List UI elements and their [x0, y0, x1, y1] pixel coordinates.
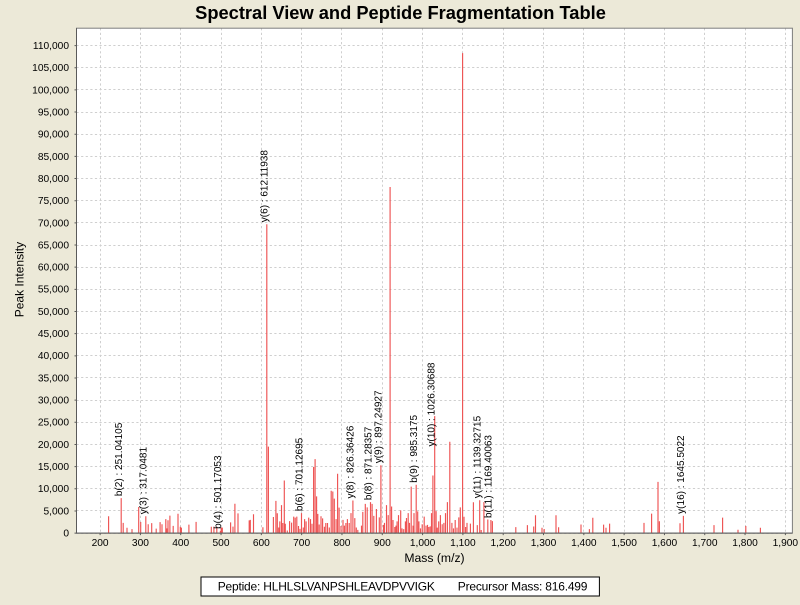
svg-text:300: 300 — [132, 538, 149, 549]
svg-text:b(11) : 1169.40063: b(11) : 1169.40063 — [484, 435, 495, 518]
svg-text:10,000: 10,000 — [38, 484, 69, 495]
svg-text:30,000: 30,000 — [38, 396, 69, 407]
svg-text:1,200: 1,200 — [490, 538, 516, 549]
svg-text:Precursor Mass: 816.499: Precursor Mass: 816.499 — [458, 580, 588, 594]
svg-text:y(9) : 897.24927: y(9) : 897.24927 — [374, 390, 385, 463]
svg-text:5,000: 5,000 — [44, 506, 70, 517]
svg-text:200: 200 — [92, 538, 109, 549]
svg-text:Peak Intensity: Peak Intensity — [13, 242, 27, 317]
svg-text:b(6) : 701.12695: b(6) : 701.12695 — [294, 437, 305, 511]
svg-text:y(3) : 317.0481: y(3) : 317.0481 — [139, 447, 150, 515]
svg-text:25,000: 25,000 — [38, 418, 69, 429]
svg-text:105,000: 105,000 — [32, 63, 69, 74]
svg-text:1,000: 1,000 — [410, 538, 436, 549]
svg-text:1,400: 1,400 — [571, 538, 597, 549]
svg-text:1,900: 1,900 — [773, 538, 799, 549]
svg-text:1,100: 1,100 — [450, 538, 476, 549]
svg-text:75,000: 75,000 — [38, 196, 69, 207]
svg-text:500: 500 — [213, 538, 230, 549]
svg-text:40,000: 40,000 — [38, 351, 69, 362]
svg-text:95,000: 95,000 — [38, 107, 69, 118]
svg-text:110,000: 110,000 — [33, 41, 69, 52]
svg-text:400: 400 — [172, 538, 189, 549]
svg-text:55,000: 55,000 — [38, 285, 69, 296]
svg-text:b(2) : 251.04105: b(2) : 251.04105 — [114, 422, 125, 496]
svg-text:y(16) : 1645.5022: y(16) : 1645.5022 — [676, 435, 687, 514]
svg-text:35,000: 35,000 — [38, 373, 69, 384]
svg-text:Peptide: HLHLSLVANPSHLEAVDPVVI: Peptide: HLHLSLVANPSHLEAVDPVVIGK — [218, 580, 435, 594]
svg-text:1,300: 1,300 — [531, 538, 557, 549]
svg-text:85,000: 85,000 — [38, 152, 69, 163]
svg-text:y(10) : 1026.30688: y(10) : 1026.30688 — [427, 362, 438, 446]
svg-text:20,000: 20,000 — [38, 440, 69, 451]
svg-text:60,000: 60,000 — [38, 263, 69, 274]
svg-text:90,000: 90,000 — [38, 130, 69, 141]
svg-text:y(6) : 612.11938: y(6) : 612.11938 — [260, 150, 271, 223]
svg-text:y(8) : 826.36426: y(8) : 826.36426 — [346, 425, 357, 498]
svg-text:600: 600 — [253, 538, 270, 549]
svg-text:45,000: 45,000 — [38, 329, 69, 340]
svg-text:1,500: 1,500 — [611, 538, 637, 549]
svg-text:800: 800 — [333, 538, 350, 549]
svg-text:15,000: 15,000 — [38, 462, 69, 473]
svg-text:80,000: 80,000 — [38, 174, 69, 185]
svg-text:50,000: 50,000 — [38, 307, 69, 318]
svg-text:70,000: 70,000 — [38, 218, 69, 229]
svg-text:700: 700 — [293, 538, 310, 549]
svg-text:100,000: 100,000 — [32, 85, 69, 96]
svg-text:b(9) : 985.3175: b(9) : 985.3175 — [409, 415, 420, 483]
svg-text:Spectral View and Peptide Frag: Spectral View and Peptide Fragmentation … — [195, 2, 606, 23]
svg-text:900: 900 — [374, 538, 391, 549]
svg-text:65,000: 65,000 — [38, 240, 69, 251]
svg-text:1,600: 1,600 — [652, 538, 678, 549]
svg-text:b(8) : 871.28357: b(8) : 871.28357 — [363, 426, 374, 500]
svg-text:y(11) : 1139.32715: y(11) : 1139.32715 — [473, 415, 484, 498]
svg-text:1,800: 1,800 — [732, 538, 758, 549]
svg-text:1,700: 1,700 — [692, 538, 718, 549]
svg-text:Mass (m/z): Mass (m/z) — [404, 551, 464, 565]
svg-text:0: 0 — [63, 529, 69, 540]
svg-text:b(4) : 501.17053: b(4) : 501.17053 — [213, 455, 224, 529]
